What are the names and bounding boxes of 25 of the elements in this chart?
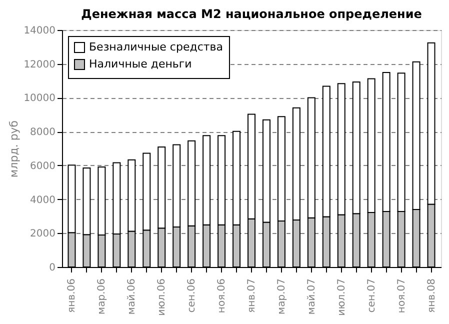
y-tick-label: 10000 bbox=[24, 93, 56, 104]
legend-label: Наличные деньги bbox=[89, 58, 192, 70]
x-tick-label: янв.08 bbox=[426, 278, 438, 313]
y-tick-label: 6000 bbox=[30, 160, 56, 172]
y-tick-label: 8000 bbox=[30, 127, 56, 138]
chart-title: Денежная масса М2 национальное определение bbox=[81, 7, 422, 21]
x-tick-label: сен.07 bbox=[366, 278, 378, 313]
y-tick-label: 12000 bbox=[24, 59, 56, 70]
x-tick-label: май.07 bbox=[306, 278, 318, 315]
x-tick-label: янв.07 bbox=[246, 278, 258, 313]
y-axis-title: млрд. руб bbox=[8, 120, 21, 178]
y-tick-label: 0 bbox=[49, 262, 56, 274]
x-tick-label: ноя.06 bbox=[216, 278, 228, 314]
y-tick-label: 4000 bbox=[30, 194, 56, 206]
x-tick-label: мар.07 bbox=[276, 278, 288, 314]
x-tick-label: мар.06 bbox=[96, 278, 108, 314]
x-tick-label: сен.06 bbox=[186, 278, 198, 313]
y-tick-label: 14000 bbox=[24, 26, 56, 36]
x-tick-label: июл.06 bbox=[156, 278, 168, 316]
y-tick-label: 2000 bbox=[30, 228, 56, 240]
x-tick-label: июл.07 bbox=[336, 278, 348, 316]
x-tick-label: май.06 bbox=[126, 278, 138, 315]
x-tick-label: ноя.07 bbox=[396, 278, 408, 314]
legend-label: Безналичные средства bbox=[89, 40, 223, 54]
x-tick-label: янв.06 bbox=[66, 278, 78, 313]
